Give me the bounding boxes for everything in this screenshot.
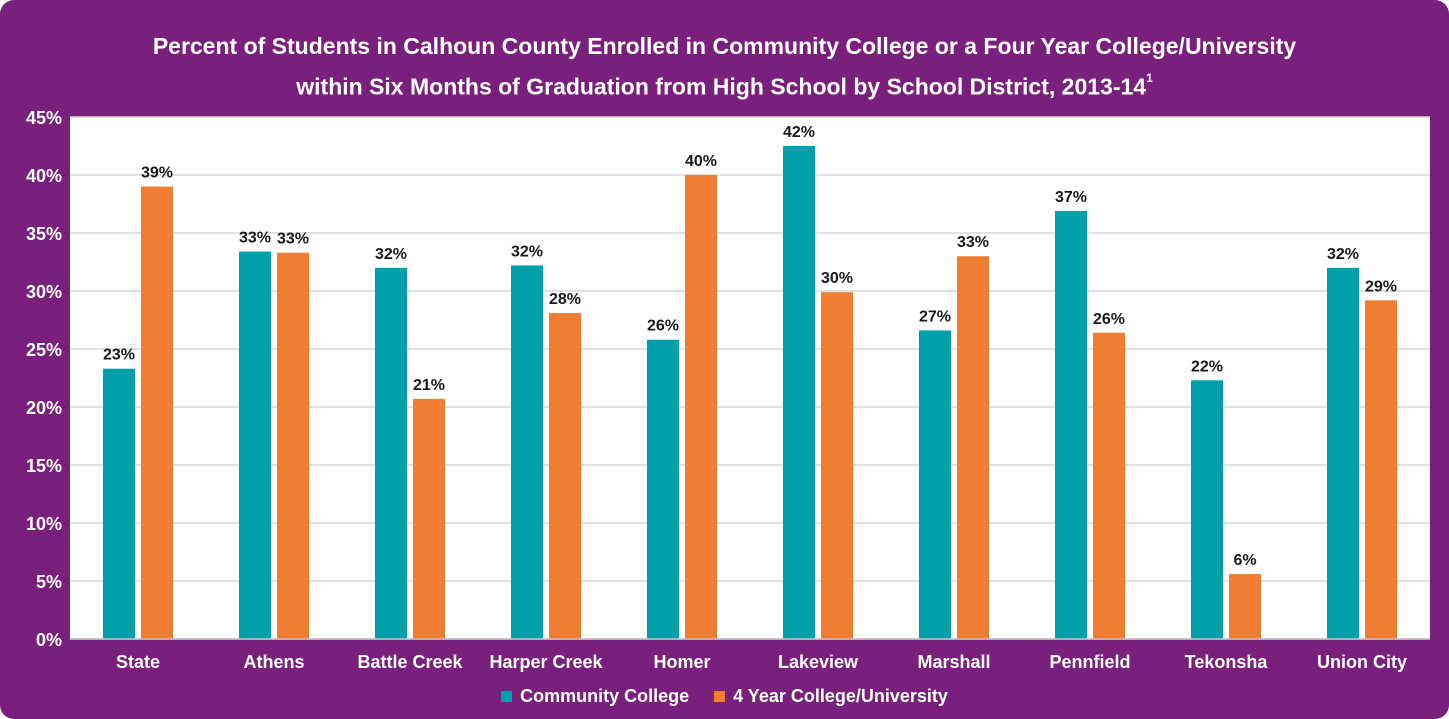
bar-community-college (511, 265, 543, 639)
legend-swatch-community-college (501, 691, 513, 702)
x-tick-label: State (116, 652, 160, 672)
bar-community-college (375, 267, 407, 639)
data-label-community-college: 23% (103, 347, 135, 364)
legend-label-community-college: Community College (520, 686, 690, 706)
y-tick-label: 20% (26, 398, 62, 418)
data-label-four-year: 39% (141, 165, 173, 182)
x-tick-label: Homer (653, 652, 710, 672)
y-tick-label: 35% (26, 224, 62, 244)
data-label-four-year: 28% (549, 291, 581, 308)
bar-community-college (1055, 210, 1087, 639)
legend-label-four-year: 4 Year College/University (733, 686, 948, 706)
x-tick-label: Pennfield (1049, 652, 1130, 672)
data-label-four-year: 33% (277, 231, 309, 248)
bar-four-year (685, 175, 717, 639)
bar-community-college (1191, 380, 1223, 639)
bar-community-college (239, 251, 271, 639)
bar-community-college (647, 339, 679, 639)
data-label-four-year: 26% (1093, 311, 1125, 328)
y-tick-label: 5% (36, 572, 62, 592)
data-label-four-year: 30% (821, 270, 853, 287)
x-tick-label: Lakeview (778, 652, 859, 672)
y-tick-label: 0% (36, 630, 62, 650)
data-label-community-college: 33% (239, 230, 271, 247)
bar-four-year (141, 186, 173, 639)
bar-community-college (783, 146, 815, 639)
y-tick-label: 40% (26, 166, 62, 186)
y-tick-label: 15% (26, 456, 62, 476)
x-tick-label: Union City (1317, 652, 1407, 672)
x-tick-label: Harper Creek (489, 652, 603, 672)
y-tick-label: 45% (26, 108, 62, 128)
x-tick-label: Athens (243, 652, 304, 672)
data-label-community-college: 22% (1191, 358, 1223, 375)
data-label-community-college: 37% (1055, 189, 1087, 206)
chart-title-line-2: within Six Months of Graduation from Hig… (0, 64, 1449, 105)
y-tick-label: 25% (26, 340, 62, 360)
bar-community-college (1327, 267, 1359, 639)
legend: Community College 4 Year College/Univers… (0, 686, 1449, 707)
bar-community-college (103, 368, 135, 639)
footnote-marker: 1 (1146, 71, 1153, 85)
y-tick-label: 10% (26, 514, 62, 534)
bar-four-year (1093, 332, 1125, 639)
data-label-four-year: 40% (685, 153, 717, 170)
data-label-community-college: 27% (919, 308, 951, 325)
x-tick-label: Tekonsha (1185, 652, 1269, 672)
plot-area (70, 117, 1430, 639)
data-label-four-year: 33% (957, 234, 989, 251)
bar-four-year (549, 313, 581, 639)
legend-swatch-four-year (714, 691, 726, 702)
legend-item-four-year: 4 Year College/University (714, 686, 948, 707)
data-label-community-college: 32% (1327, 246, 1359, 263)
bar-four-year (413, 398, 445, 639)
chart-title-line-2-text: within Six Months of Graduation from Hig… (296, 73, 1147, 100)
legend-item-community-college: Community College (501, 686, 689, 707)
bar-four-year (1365, 300, 1397, 639)
x-tick-label: Marshall (917, 652, 990, 672)
data-label-community-college: 42% (783, 124, 815, 141)
chart-title: Percent of Students in Calhoun County En… (0, 28, 1449, 105)
bar-four-year (957, 256, 989, 639)
data-label-four-year: 29% (1365, 278, 1397, 295)
bar-four-year (821, 292, 853, 639)
bar-four-year (277, 252, 309, 639)
data-label-four-year: 6% (1233, 552, 1256, 569)
x-tick-label: Battle Creek (357, 652, 463, 672)
data-label-community-college: 32% (375, 246, 407, 263)
data-label-community-college: 32% (511, 243, 543, 260)
chart-title-line-1: Percent of Students in Calhoun County En… (152, 33, 1297, 59)
data-label-community-college: 26% (647, 318, 679, 335)
bar-four-year (1229, 574, 1261, 639)
bar-community-college (919, 330, 951, 639)
y-tick-label: 30% (26, 282, 62, 302)
data-label-four-year: 21% (413, 377, 445, 394)
